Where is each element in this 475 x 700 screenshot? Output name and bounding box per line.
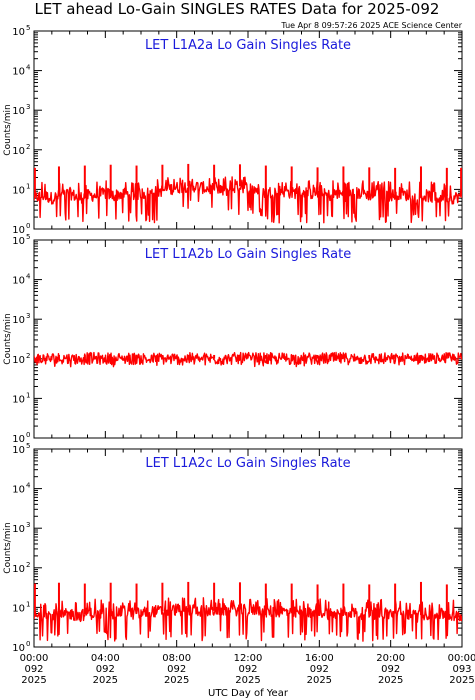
x-tick-label-time: 16:00 [305,653,334,664]
x-tick-label-time: 08:00 [162,653,191,664]
x-tick-label-time: 00:00 [20,653,49,664]
x-tick-label-year: 2025 [449,675,474,686]
y-tick-exponent: 0 [26,640,30,648]
y-tick-label: 10 [12,236,25,247]
panel-title: LET L1A2c Lo Gain Singles Rate [145,456,350,471]
series-line [34,176,462,224]
x-tick-label-doy: 092 [310,664,329,675]
y-tick-label: 10 [12,394,25,405]
y-tick-label: 10 [12,603,25,614]
x-tick-label-year: 2025 [164,675,189,686]
x-tick-label-time: 00:00 [448,653,475,664]
y-tick-exponent: 4 [26,64,31,72]
y-tick-label: 10 [12,524,25,535]
y-tick-exponent: 5 [26,233,30,241]
y-tick-exponent: 0 [26,431,30,439]
y-tick-exponent: 1 [26,391,30,399]
x-tick-label-year: 2025 [21,675,46,686]
y-tick-exponent: 5 [26,442,30,450]
y-tick-exponent: 1 [26,182,30,190]
x-axis: 00:00092202504:00092202508:00092202512:0… [20,653,475,686]
series-line [34,597,462,642]
timestamp: Tue Apr 8 09:57:26 2025 ACE Science Cent… [280,21,462,30]
x-tick-label-doy: 092 [381,664,400,675]
y-tick-exponent: 2 [26,143,30,151]
x-tick-label-doy: 092 [24,664,43,675]
y-tick-exponent: 2 [26,561,30,569]
y-axis-label: Counts/min [3,104,13,155]
y-tick-label: 10 [12,146,25,157]
y-tick-label: 10 [12,434,25,445]
series-1 [34,163,462,224]
y-tick-label: 10 [12,225,25,236]
x-tick-label-time: 20:00 [376,653,405,664]
plot-frame [33,239,463,439]
x-tick-label-year: 2025 [307,675,332,686]
x-tick-label-doy: 092 [238,664,257,675]
x-tick-label-time: 04:00 [91,653,120,664]
y-tick-label: 10 [12,106,25,117]
y-axis-label: Counts/min [3,313,13,364]
x-tick-label-year: 2025 [235,675,260,686]
series-line [34,351,462,368]
figure-title: LET ahead Lo-Gain SINGLES RATES Data for… [35,0,440,18]
y-tick-label: 10 [12,67,25,78]
panel-title: LET L1A2a Lo Gain Singles Rate [145,38,351,53]
y-tick-label: 10 [12,27,25,38]
x-tick-label-year: 2025 [93,675,118,686]
x-tick-label-year: 2025 [378,675,403,686]
y-tick-label: 10 [12,276,25,287]
y-tick-exponent: 5 [26,24,30,32]
y-tick-label: 10 [12,445,25,456]
y-tick-label: 10 [12,315,25,326]
series-3 [34,581,462,642]
y-tick-exponent: 3 [26,312,30,320]
y-tick-exponent: 2 [26,352,30,360]
y-tick-label: 10 [12,643,25,654]
series-2 [34,351,462,368]
x-tick-label-doy: 093 [452,664,471,675]
y-tick-label: 10 [12,355,25,366]
y-tick-label: 10 [12,564,25,575]
y-tick-exponent: 3 [26,521,30,529]
panel-title: LET L1A2b Lo Gain Singles Rate [145,247,351,262]
y-tick-label: 10 [12,485,25,496]
y-tick-exponent: 4 [26,273,31,281]
x-axis-label: UTC Day of Year [208,688,289,699]
x-tick-label-doy: 092 [167,664,186,675]
x-tick-label-time: 12:00 [234,653,263,664]
y-tick-exponent: 3 [26,103,30,111]
y-tick-exponent: 1 [26,600,30,608]
y-axis-label: Counts/min [3,522,13,573]
x-tick-label-doy: 092 [96,664,115,675]
y-tick-exponent: 0 [26,222,30,230]
y-tick-exponent: 4 [26,482,31,490]
y-tick-label: 10 [12,185,25,196]
